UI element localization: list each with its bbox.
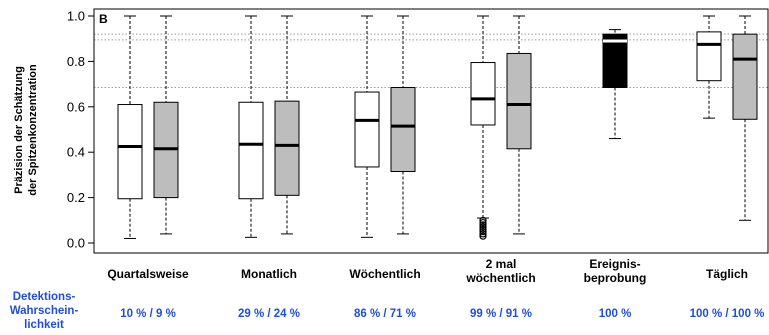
box-gray — [732, 15, 758, 221]
outlier-point — [479, 218, 487, 227]
box-iqr — [602, 33, 628, 89]
category-label-5: Täglich — [706, 267, 748, 281]
outlier-point — [479, 225, 487, 233]
detection-label-line: Wahrschein- — [10, 305, 79, 317]
category-label-3: 2 mal — [486, 257, 517, 271]
plot-frame — [93, 8, 769, 254]
boxes — [117, 15, 758, 240]
outlier-point — [479, 230, 487, 238]
y-tick-label: 0.2 — [67, 190, 85, 205]
category-label-4: Ereignis- — [589, 257, 640, 271]
box-iqr — [696, 31, 722, 82]
category-label-2: Wöchentlich — [349, 267, 420, 281]
detection-value-2: 86 % / 71 % — [354, 308, 416, 320]
outlier-point — [479, 216, 487, 224]
detection-value-1: 29 % / 24 % — [238, 308, 300, 320]
box-iqr — [238, 101, 264, 200]
box-gray — [506, 15, 532, 235]
category-label-3: wöchentlich — [465, 271, 535, 285]
panel-label: B — [99, 12, 108, 26]
box-iqr — [732, 33, 758, 120]
category-label-1: Monatlich — [241, 267, 297, 281]
category-label-4: beprobung — [584, 271, 647, 285]
outlier-point — [479, 223, 487, 231]
detection-value-3: 99 % / 91 % — [470, 308, 532, 320]
box-iqr — [470, 62, 496, 126]
detection-value-4: 100 % — [599, 308, 632, 320]
y-tick-label: 0.8 — [67, 54, 85, 69]
detection-value-0: 10 % / 9 % — [120, 308, 176, 320]
axes: 0.0 0.2 0.4 0.6 0.8 1.0 Präzision der Schätzun… — [13, 8, 769, 254]
box-white — [238, 15, 264, 238]
box-black — [602, 29, 628, 140]
box-white — [696, 15, 722, 119]
box-white — [470, 15, 496, 240]
outlier-point — [479, 221, 487, 229]
reference-lines — [94, 33, 768, 89]
box-iqr — [354, 91, 380, 168]
box-iqr — [117, 104, 143, 200]
box-gray — [390, 15, 416, 235]
box-white — [354, 15, 380, 238]
y-tick-label: 0.0 — [67, 236, 85, 251]
box-white — [117, 15, 143, 239]
detection-label-line: lichkeit — [24, 319, 64, 331]
box-iqr — [274, 100, 300, 196]
category-label-0: Quartalsweise — [107, 267, 189, 281]
y-axis-label-line: der Spitzenkonzentration — [27, 64, 39, 196]
outlier-point — [479, 228, 487, 236]
detection-value-5: 100 % / 100 % — [690, 308, 765, 320]
y-tick-label: 1.0 — [67, 9, 85, 24]
box-iqr — [390, 87, 416, 172]
y-tick-label: 0.6 — [67, 99, 85, 114]
y-axis-label: Präzision der Schätzung der Spitzenkonzen… — [13, 64, 39, 196]
outlier-point — [479, 232, 487, 240]
box-iqr — [506, 52, 532, 150]
labels: Quartalsweise 10 % / 9 % Monatlich 29 % / 2… — [10, 257, 765, 331]
box-gray — [274, 15, 300, 235]
box-gray — [153, 15, 179, 235]
y-tick-label: 0.4 — [67, 145, 85, 160]
y-axis-label-line: Präzision der Schätzung — [13, 66, 25, 194]
detection-label-line: Detektions- — [13, 291, 76, 303]
